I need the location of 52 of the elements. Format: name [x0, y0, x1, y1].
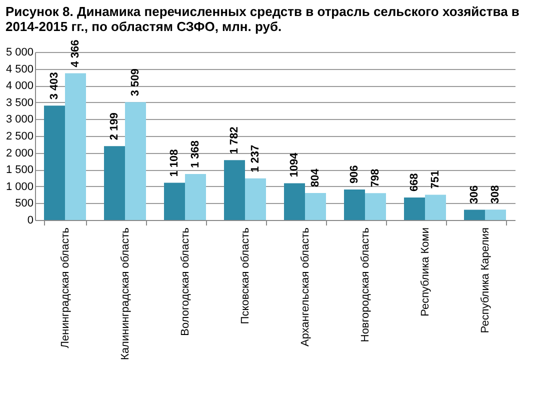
bar	[425, 194, 446, 220]
bar	[224, 160, 245, 220]
y-tick-label: 0	[27, 214, 34, 226]
x-tick-label: Новгородская область	[360, 227, 372, 342]
data-label: 751	[430, 170, 442, 189]
y-tick-label: 4 500	[6, 63, 34, 76]
data-label: 1 108	[168, 149, 180, 177]
data-label: 308	[490, 185, 502, 204]
data-label: 804	[310, 168, 322, 187]
bar	[104, 146, 125, 220]
data-label: 1 368	[190, 140, 202, 168]
x-tick-label: Ленинградская область	[60, 227, 72, 348]
data-label: 3 403	[48, 72, 60, 100]
bar	[245, 178, 266, 220]
data-label: 3 509	[130, 68, 142, 96]
x-tick-label: Вологодская область	[180, 227, 192, 336]
bar	[305, 192, 326, 220]
data-label: 1 782	[228, 126, 240, 154]
data-label: 1094	[288, 152, 300, 178]
chart-title: Рисунок 8. Динамика перечисленных средств в отрасль сельского хозяйства в 2014-2015 гг., по областям СЗФО, млн. руб.	[5, 4, 520, 34]
data-label: 798	[370, 168, 382, 188]
data-label: 306	[468, 185, 480, 204]
y-tick-label: 500	[15, 198, 34, 210]
data-label: 668	[408, 173, 420, 192]
bar	[464, 210, 485, 220]
data-label: 1 237	[250, 144, 262, 172]
bar	[344, 190, 365, 220]
bar	[365, 193, 386, 220]
y-tick-label: 3 000	[6, 114, 34, 126]
bar	[44, 106, 65, 220]
bar	[404, 198, 425, 220]
y-tick-label: 5 000	[6, 46, 34, 58]
x-tick-label: Республика Карелия	[480, 227, 492, 334]
x-tick-label: Республика Коми	[420, 228, 432, 316]
y-tick-label: 2 500	[6, 130, 34, 142]
y-tick-label: 3 500	[6, 96, 34, 109]
y-tick-label: 1 000	[6, 180, 34, 193]
bar	[164, 182, 185, 220]
y-tick-label: 4 000	[6, 80, 34, 92]
x-tick-label: Калининградская область	[120, 227, 132, 360]
data-label: 906	[348, 165, 360, 184]
bar	[65, 73, 86, 220]
x-tick-label: Архангельская область	[300, 227, 312, 346]
y-tick-label: 2 000	[6, 147, 34, 160]
bar	[185, 174, 206, 220]
data-label: 2 199	[108, 112, 120, 140]
bar	[485, 210, 506, 220]
x-tick-label: Псковская область	[240, 227, 252, 324]
y-tick-label: 1 500	[6, 164, 34, 176]
data-label: 4 366	[70, 40, 82, 68]
bar	[125, 102, 146, 220]
bar	[284, 183, 305, 220]
